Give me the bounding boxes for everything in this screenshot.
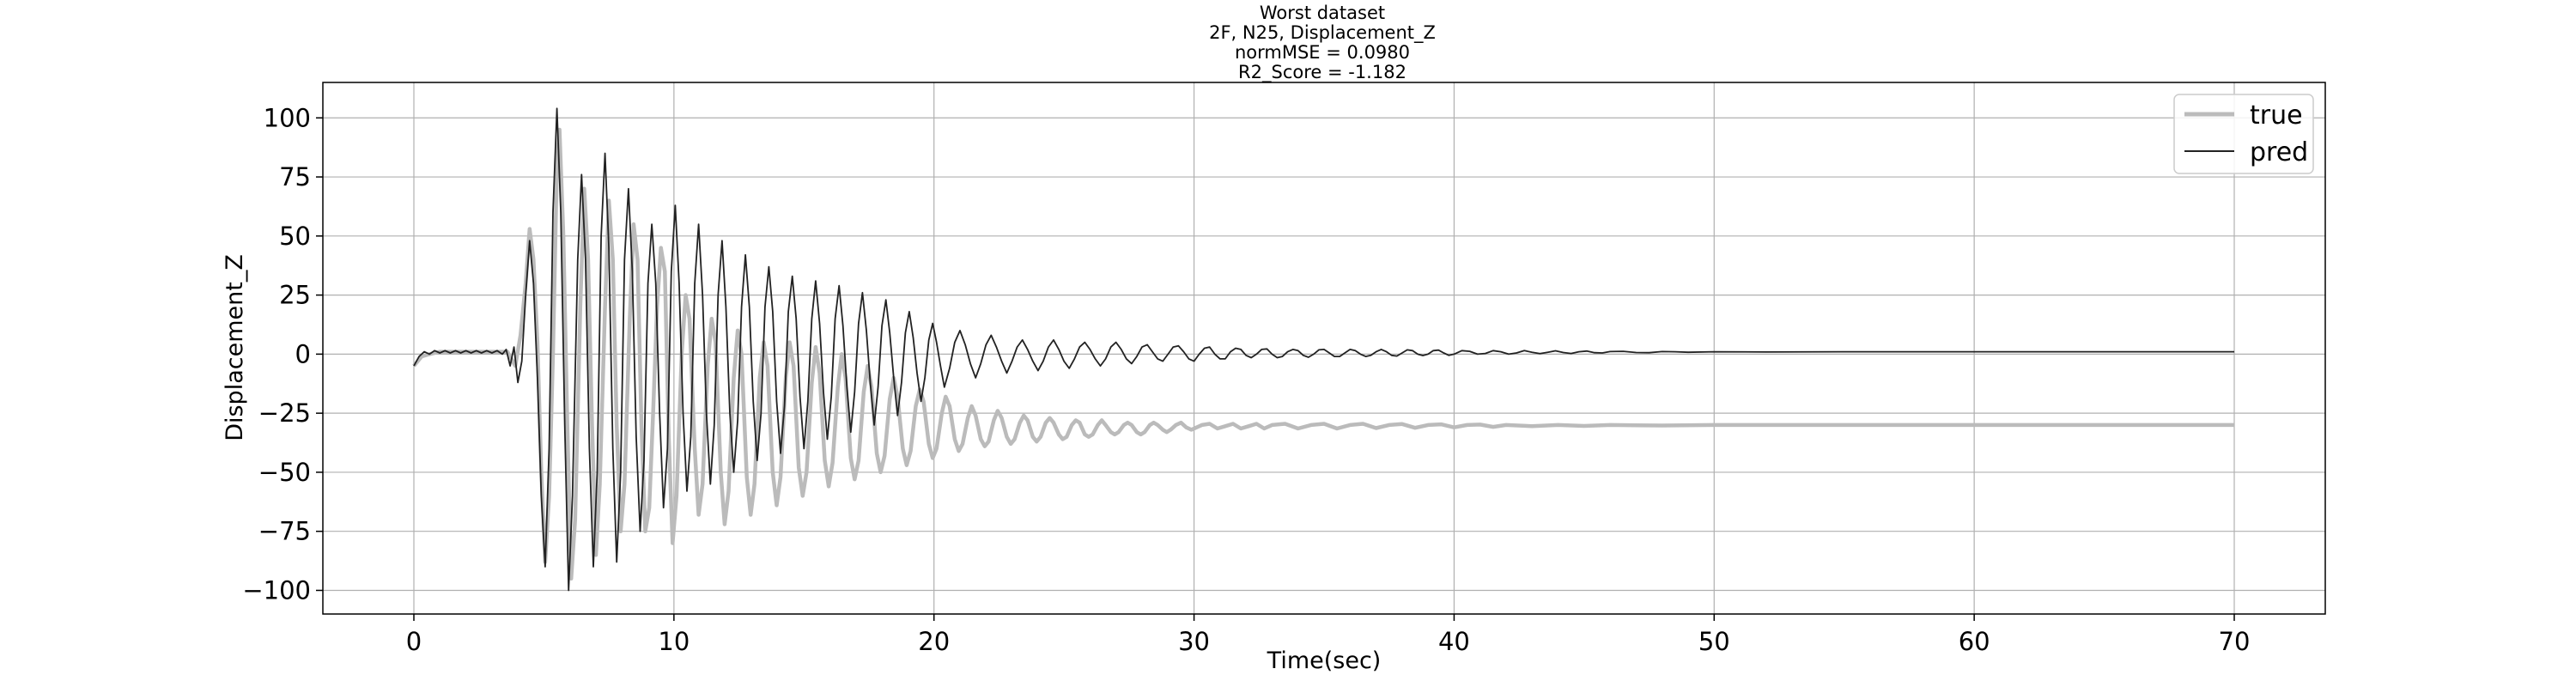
y-axis-label: Displacement_Z [222,254,248,441]
series-lines [412,107,2234,592]
x-tick-label: 60 [1959,627,1990,656]
y-tick-label: −75 [258,517,311,546]
title-line-3: normMSE = 0.0980 [1235,42,1410,63]
title-line-1: Worst dataset [1260,3,1385,23]
title-line-4: R2_Score = -1.182 [1238,62,1406,83]
series-line-true [412,127,2234,581]
y-tick-label: 25 [279,281,311,310]
x-tick-label: 10 [658,627,690,656]
legend-label-true: true [2250,100,2303,131]
x-tick-label: 30 [1178,627,1210,656]
x-tick-label: 50 [1698,627,1730,656]
y-tick-label: 100 [264,103,311,132]
x-tick-label: 20 [918,627,950,656]
title-line-2: 2F, N25, Displacement_Z [1209,22,1436,44]
plot-area-frame [322,82,2326,615]
y-tick-label: 75 [279,162,311,192]
x-tick-label: 70 [2219,627,2251,656]
legend-label-pred: pred [2250,137,2308,167]
legend: true pred [2173,94,2314,174]
x-axis-ticks: 0 10 20 30 40 50 60 70 [406,614,2251,656]
y-tick-label: −50 [258,458,311,487]
x-axis-label: Time(sec) [1267,647,1382,674]
series-line-pred [413,107,2234,592]
x-tick-label: 0 [406,627,422,656]
chart-title: Worst dataset 2F, N25, Displacement_Z no… [1209,3,1436,83]
y-tick-label: −25 [258,398,311,428]
y-tick-label: −100 [242,575,311,605]
grid [323,82,2325,614]
x-tick-label: 40 [1438,627,1470,656]
y-tick-label: 0 [295,339,311,368]
y-axis-ticks: −100 −75 −50 −25 0 25 50 75 100 [242,103,323,605]
y-tick-label: 50 [279,222,311,251]
